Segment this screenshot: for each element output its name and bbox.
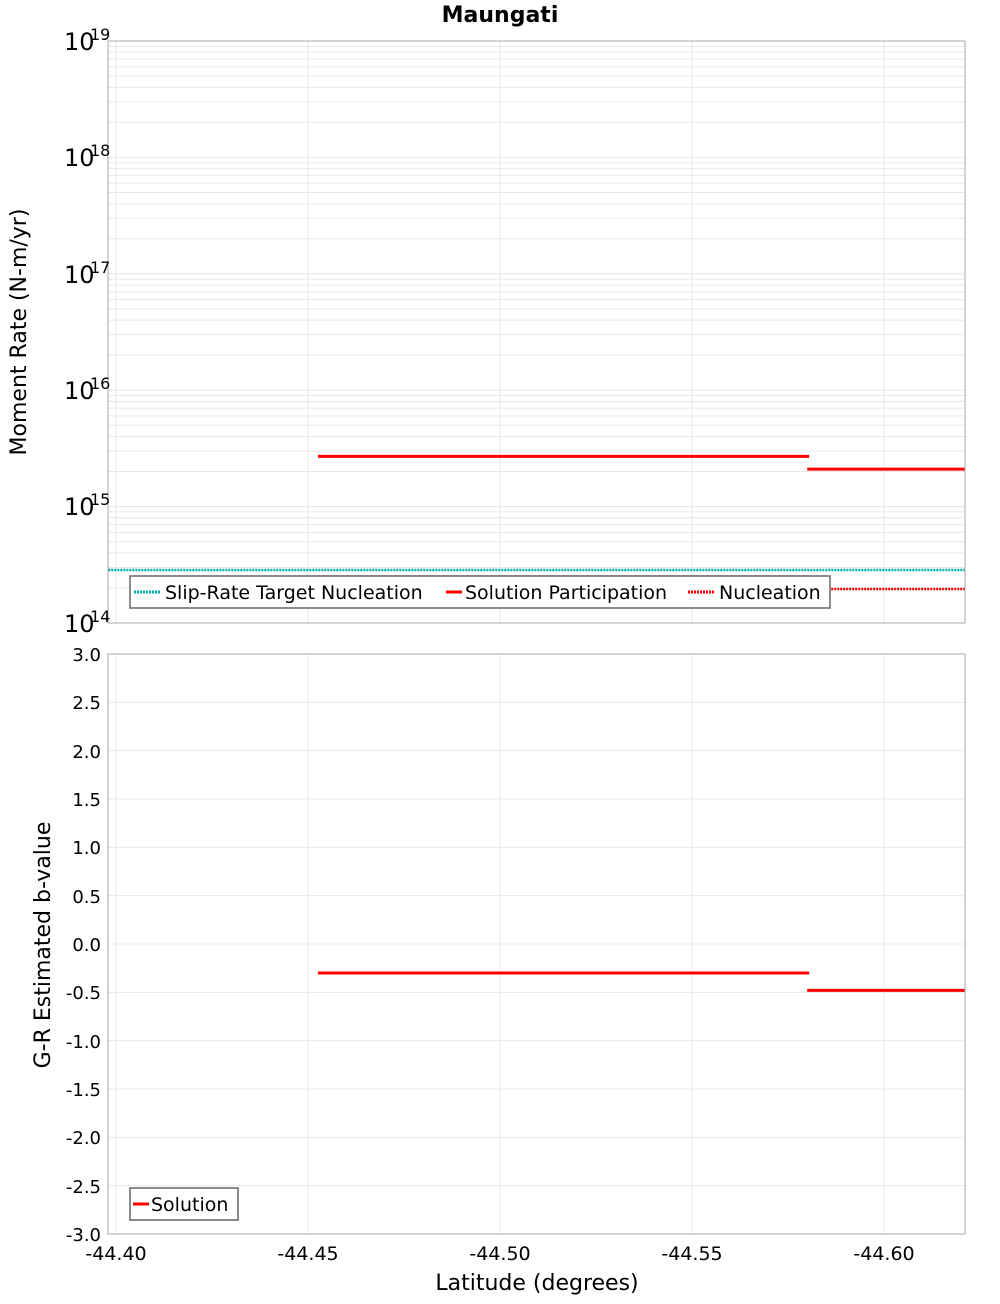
bottom-y-ticks: 3.0 2.5 2.0 1.5 1.0 0.5 0.0 -0.5 -1.0 -1… — [66, 645, 101, 1246]
svg-text:0.5: 0.5 — [72, 887, 101, 908]
svg-text:-1.5: -1.5 — [66, 1080, 101, 1101]
bottom-plot-gridlines — [108, 653, 965, 1235]
svg-text:10: 10 — [64, 28, 95, 56]
svg-text:10: 10 — [64, 261, 95, 289]
svg-text:2.0: 2.0 — [72, 742, 101, 763]
top-legend: Slip-Rate Target Nucleation Solution Par… — [129, 575, 831, 609]
svg-text:-44.45: -44.45 — [277, 1243, 338, 1265]
chart-title: Maungati — [442, 3, 559, 28]
svg-text:-0.5: -0.5 — [66, 983, 101, 1004]
bottom-legend: Solution — [129, 1187, 239, 1221]
svg-text:17: 17 — [90, 258, 110, 277]
svg-text:0.0: 0.0 — [72, 935, 101, 956]
bottom-plot-frame — [107, 653, 966, 1235]
x-ticks: -44.40 -44.45 -44.50 -44.55 -44.60 — [85, 1243, 914, 1265]
svg-text:Solution: Solution — [151, 1194, 228, 1216]
svg-text:16: 16 — [90, 374, 110, 393]
svg-text:-44.40: -44.40 — [85, 1243, 146, 1265]
svg-text:-2.5: -2.5 — [66, 1177, 101, 1198]
svg-text:10: 10 — [64, 144, 95, 172]
svg-text:1.5: 1.5 — [72, 790, 101, 811]
legend-item-slip-rate-target: Slip-Rate Target Nucleation — [134, 582, 423, 604]
svg-text:14: 14 — [90, 607, 110, 626]
svg-text:10: 10 — [64, 610, 95, 638]
svg-text:-1.0: -1.0 — [66, 1032, 101, 1053]
bottom-plot-series — [317, 971, 965, 992]
legend-item-nucleation: Nucleation — [688, 582, 821, 604]
svg-text:-3.0: -3.0 — [66, 1225, 101, 1246]
top-plot-frame — [107, 40, 966, 624]
legend-item-solution: Solution — [133, 1194, 228, 1216]
svg-text:Slip-Rate Target Nucleation: Slip-Rate Target Nucleation — [165, 582, 423, 604]
svg-text:10: 10 — [64, 493, 95, 521]
svg-text:10: 10 — [64, 377, 95, 405]
top-y-axis-label: Moment Rate (N-m/yr) — [7, 209, 32, 456]
svg-text:-44.60: -44.60 — [853, 1243, 914, 1265]
svg-text:15: 15 — [90, 490, 110, 509]
bottom-plot: 3.0 2.5 2.0 1.5 1.0 0.5 0.0 -0.5 -1.0 -1… — [31, 645, 966, 1296]
svg-text:Nucleation: Nucleation — [719, 582, 821, 604]
svg-text:3.0: 3.0 — [72, 645, 101, 666]
legend-item-solution-participation: Solution Participation — [446, 582, 667, 604]
svg-text:-44.50: -44.50 — [469, 1243, 530, 1265]
bottom-y-axis-label: G-R Estimated b-value — [31, 822, 56, 1069]
x-axis-label: Latitude (degrees) — [435, 1271, 638, 1296]
svg-text:2.5: 2.5 — [72, 693, 101, 714]
svg-text:-2.0: -2.0 — [66, 1128, 101, 1149]
svg-text:18: 18 — [90, 141, 110, 160]
svg-text:-44.55: -44.55 — [661, 1243, 722, 1265]
svg-text:Solution Participation: Solution Participation — [465, 582, 667, 604]
svg-text:19: 19 — [90, 25, 110, 44]
svg-text:1.0: 1.0 — [72, 838, 101, 859]
